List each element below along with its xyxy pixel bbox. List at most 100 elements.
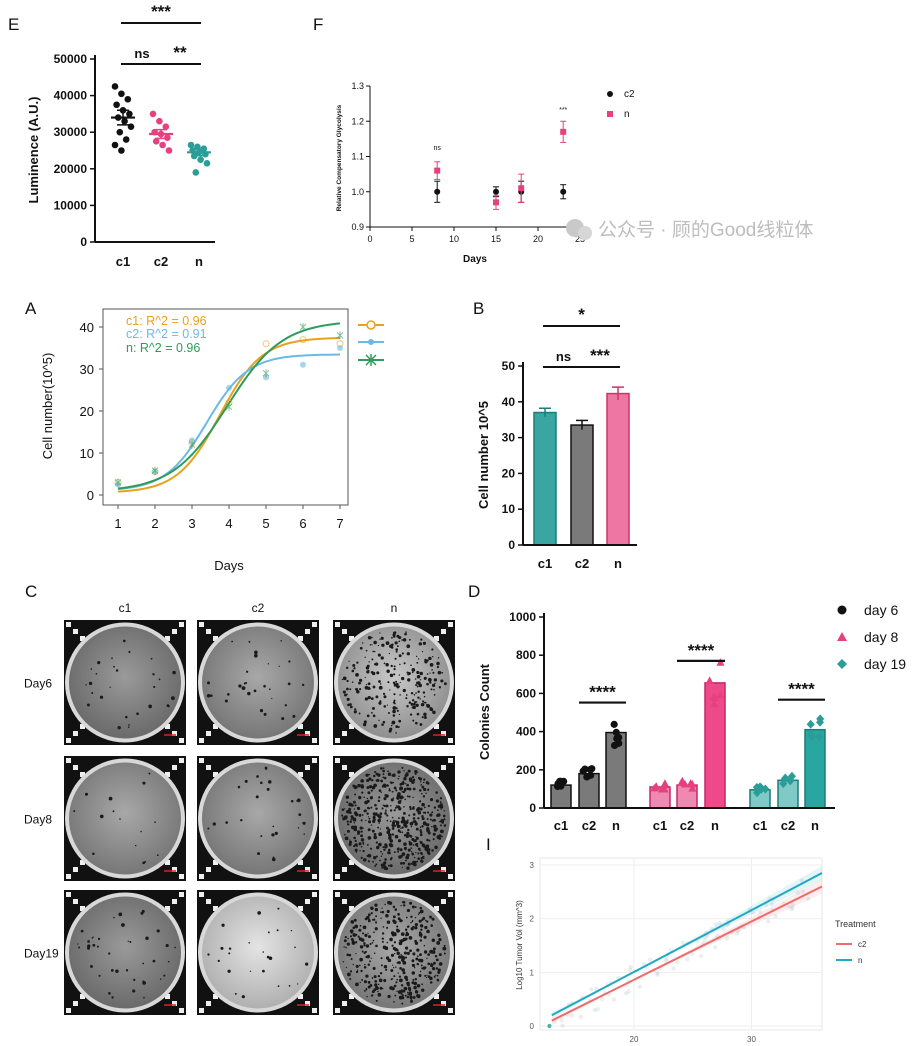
c-colony bbox=[374, 865, 377, 867]
d-category-label: c1 bbox=[653, 818, 667, 833]
c-colony bbox=[271, 697, 273, 700]
c-colony bbox=[409, 779, 412, 783]
c-colony bbox=[355, 970, 359, 974]
c-colony bbox=[371, 829, 375, 833]
c-colony bbox=[391, 824, 394, 827]
c-colony bbox=[96, 945, 99, 948]
i-y-tick-label: 3 bbox=[530, 861, 535, 870]
d-category-label: c1 bbox=[554, 818, 568, 833]
c-colony bbox=[380, 636, 384, 640]
c-colony bbox=[368, 777, 372, 781]
c-corner-marker bbox=[349, 860, 354, 865]
c-colony bbox=[423, 950, 428, 954]
c-colony bbox=[362, 932, 365, 935]
c-corner-marker bbox=[165, 994, 170, 999]
c-colony bbox=[397, 725, 400, 728]
e-point bbox=[111, 83, 119, 90]
c-colony bbox=[387, 772, 392, 776]
d-point bbox=[610, 720, 618, 728]
c-colony bbox=[294, 946, 296, 949]
c-colony bbox=[433, 975, 436, 978]
c-colony bbox=[402, 861, 406, 865]
c-corner-marker bbox=[441, 899, 446, 904]
c-colony bbox=[345, 795, 350, 799]
c-colony bbox=[402, 790, 406, 794]
c-colony bbox=[382, 926, 385, 928]
c-plate-well bbox=[202, 762, 314, 875]
c-colony bbox=[435, 679, 437, 681]
b-category-label: n bbox=[614, 556, 622, 571]
c-colony bbox=[397, 839, 402, 843]
c-colony bbox=[342, 817, 346, 821]
c-colony bbox=[402, 688, 406, 693]
c-colony bbox=[362, 642, 364, 644]
c-colony bbox=[390, 664, 393, 668]
c-colony bbox=[411, 852, 415, 856]
d-y-tick-label: 400 bbox=[516, 725, 536, 739]
c-colony bbox=[406, 853, 410, 857]
c-colony bbox=[365, 955, 368, 959]
c-colony bbox=[353, 817, 356, 820]
c-corner-marker bbox=[342, 629, 347, 634]
c-colony bbox=[415, 827, 419, 831]
e-point bbox=[111, 141, 119, 149]
c-colony bbox=[380, 855, 383, 857]
c-colony bbox=[360, 785, 365, 789]
c-corner-marker bbox=[73, 867, 78, 872]
c-colony bbox=[419, 679, 422, 681]
c-colony bbox=[400, 932, 405, 936]
c-colony bbox=[375, 779, 378, 782]
c-colony bbox=[406, 795, 409, 798]
c-colony bbox=[127, 726, 130, 728]
c-colony bbox=[257, 911, 261, 915]
c-colony bbox=[418, 958, 422, 962]
i-point bbox=[721, 927, 726, 932]
c-colony bbox=[403, 986, 408, 991]
c-corner-marker bbox=[66, 758, 71, 763]
d-point bbox=[781, 773, 790, 783]
c-colony bbox=[418, 931, 422, 935]
c-corner-marker bbox=[298, 860, 303, 865]
c-colony bbox=[276, 929, 279, 932]
c-colony bbox=[368, 785, 373, 789]
c-colony bbox=[435, 958, 439, 962]
c-colony bbox=[427, 804, 431, 808]
c-corner-marker bbox=[448, 758, 453, 763]
a-x-tick-label: 5 bbox=[262, 516, 269, 531]
c-colony bbox=[371, 658, 374, 661]
c-colony bbox=[277, 985, 280, 988]
c-colony bbox=[441, 671, 444, 674]
c-colony bbox=[386, 704, 388, 706]
c-colony bbox=[435, 827, 439, 830]
c-colony bbox=[367, 919, 371, 923]
c-colony bbox=[422, 916, 426, 920]
a-point-c1 bbox=[299, 336, 307, 344]
i-point bbox=[735, 931, 740, 936]
c-colony bbox=[400, 919, 403, 922]
a-x-tick-label: 3 bbox=[188, 516, 195, 531]
d-category-label: n bbox=[811, 818, 819, 833]
c-row-label: Day6 bbox=[24, 677, 52, 691]
b-y-tick-label: 50 bbox=[502, 359, 516, 373]
c-colony bbox=[428, 677, 430, 679]
c-colony bbox=[393, 975, 396, 978]
c-colony bbox=[409, 805, 412, 809]
c-colony bbox=[207, 953, 210, 956]
c-colony bbox=[358, 964, 361, 967]
c-colony bbox=[344, 836, 349, 841]
c-colony bbox=[399, 694, 401, 696]
c-colony bbox=[398, 978, 403, 983]
c-colony bbox=[356, 806, 361, 811]
c-colony bbox=[353, 822, 356, 824]
c-colony bbox=[358, 842, 362, 846]
c-colony bbox=[377, 799, 381, 803]
c-corner-marker bbox=[434, 906, 439, 911]
c-colony bbox=[152, 673, 155, 676]
c-colony bbox=[113, 916, 115, 919]
c-colony bbox=[427, 678, 432, 682]
c-colony bbox=[368, 817, 371, 820]
c-colony bbox=[392, 905, 396, 909]
c-colony bbox=[350, 815, 354, 819]
c-colony bbox=[386, 819, 389, 822]
b-sig-label: *** bbox=[590, 346, 610, 365]
